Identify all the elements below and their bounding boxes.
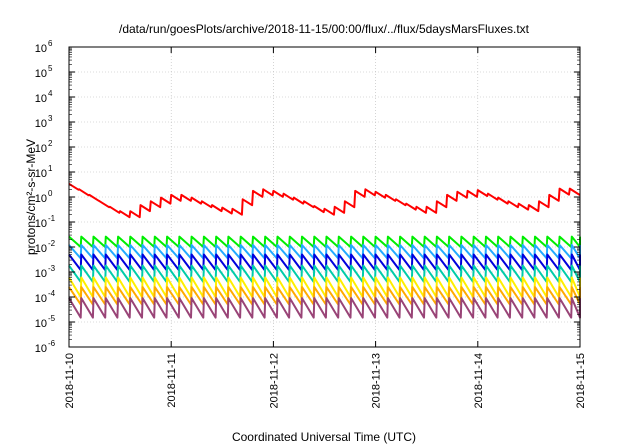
- y-tick-label: 10: [35, 193, 47, 205]
- x-tick-label: 2018-11-15: [575, 353, 587, 408]
- series-line-6: [68, 276, 581, 298]
- y-tick-label: 10: [35, 318, 47, 330]
- y-tick-label-exponent: -4: [48, 289, 56, 298]
- y-tick-label: 10: [35, 118, 47, 130]
- series-line-2: [68, 235, 581, 248]
- y-tick-label: 10: [35, 268, 47, 280]
- y-tick-label-exponent: 4: [48, 89, 53, 98]
- y-tick-label-exponent: 0: [48, 189, 53, 198]
- x-tick-label: 2018-11-12: [268, 353, 280, 408]
- y-tick-label-exponent: -6: [48, 339, 56, 348]
- y-tick-label-exponent: -3: [48, 264, 56, 273]
- y-tick-label: 10: [35, 343, 47, 355]
- y-tick-label-exponent: -1: [48, 214, 56, 223]
- x-tick-label: 2018-11-10: [64, 353, 76, 408]
- x-tick-label: 2018-11-13: [371, 353, 383, 408]
- series-line-7: [68, 286, 581, 306]
- y-tick-label: 10: [35, 68, 47, 80]
- y-tick-label-exponent: 1: [48, 164, 53, 173]
- y-tick-label: 10: [35, 43, 47, 55]
- y-tick-label: 10: [35, 243, 47, 255]
- series-line-3: [68, 244, 581, 260]
- y-axis-ticks: 10 -610 -510 -410 -310 -210 -110 010 110 210 310 41…: [35, 39, 580, 355]
- y-tick-label-exponent: -5: [48, 314, 56, 323]
- series-line-5: [68, 264, 581, 283]
- series-line-4: [68, 253, 581, 271]
- y-tick-label-exponent: -2: [48, 239, 56, 248]
- y-tick-label: 10: [35, 168, 47, 180]
- y-tick-label: 10: [35, 218, 47, 230]
- series-line-1: [68, 182, 581, 219]
- y-tick-label-exponent: 2: [48, 139, 53, 148]
- y-tick-label: 10: [35, 143, 47, 155]
- x-tick-label: 2018-11-14: [473, 353, 485, 408]
- x-tick-label: 2018-11-11: [166, 353, 178, 408]
- x-axis-label: Coordinated Universal Time (UTC): [232, 430, 416, 444]
- y-tick-label-exponent: 6: [48, 39, 53, 48]
- x-axis-ticks: 2018-11-10 2018-11-11 2018-11-12 2018-11-13…: [64, 47, 587, 408]
- chart-title: /data/run/goesPlots/archive/2018-11-15/0…: [119, 22, 530, 36]
- y-tick-label: 10: [35, 293, 47, 305]
- series-line-8: [68, 297, 581, 319]
- y-tick-label: 10: [35, 93, 47, 105]
- y-axis-label: protons/cm²-s-sr-MeV: [24, 139, 38, 255]
- y-tick-label-exponent: 5: [48, 64, 53, 73]
- series-layer: [68, 182, 581, 319]
- y-tick-label-exponent: 3: [48, 114, 53, 123]
